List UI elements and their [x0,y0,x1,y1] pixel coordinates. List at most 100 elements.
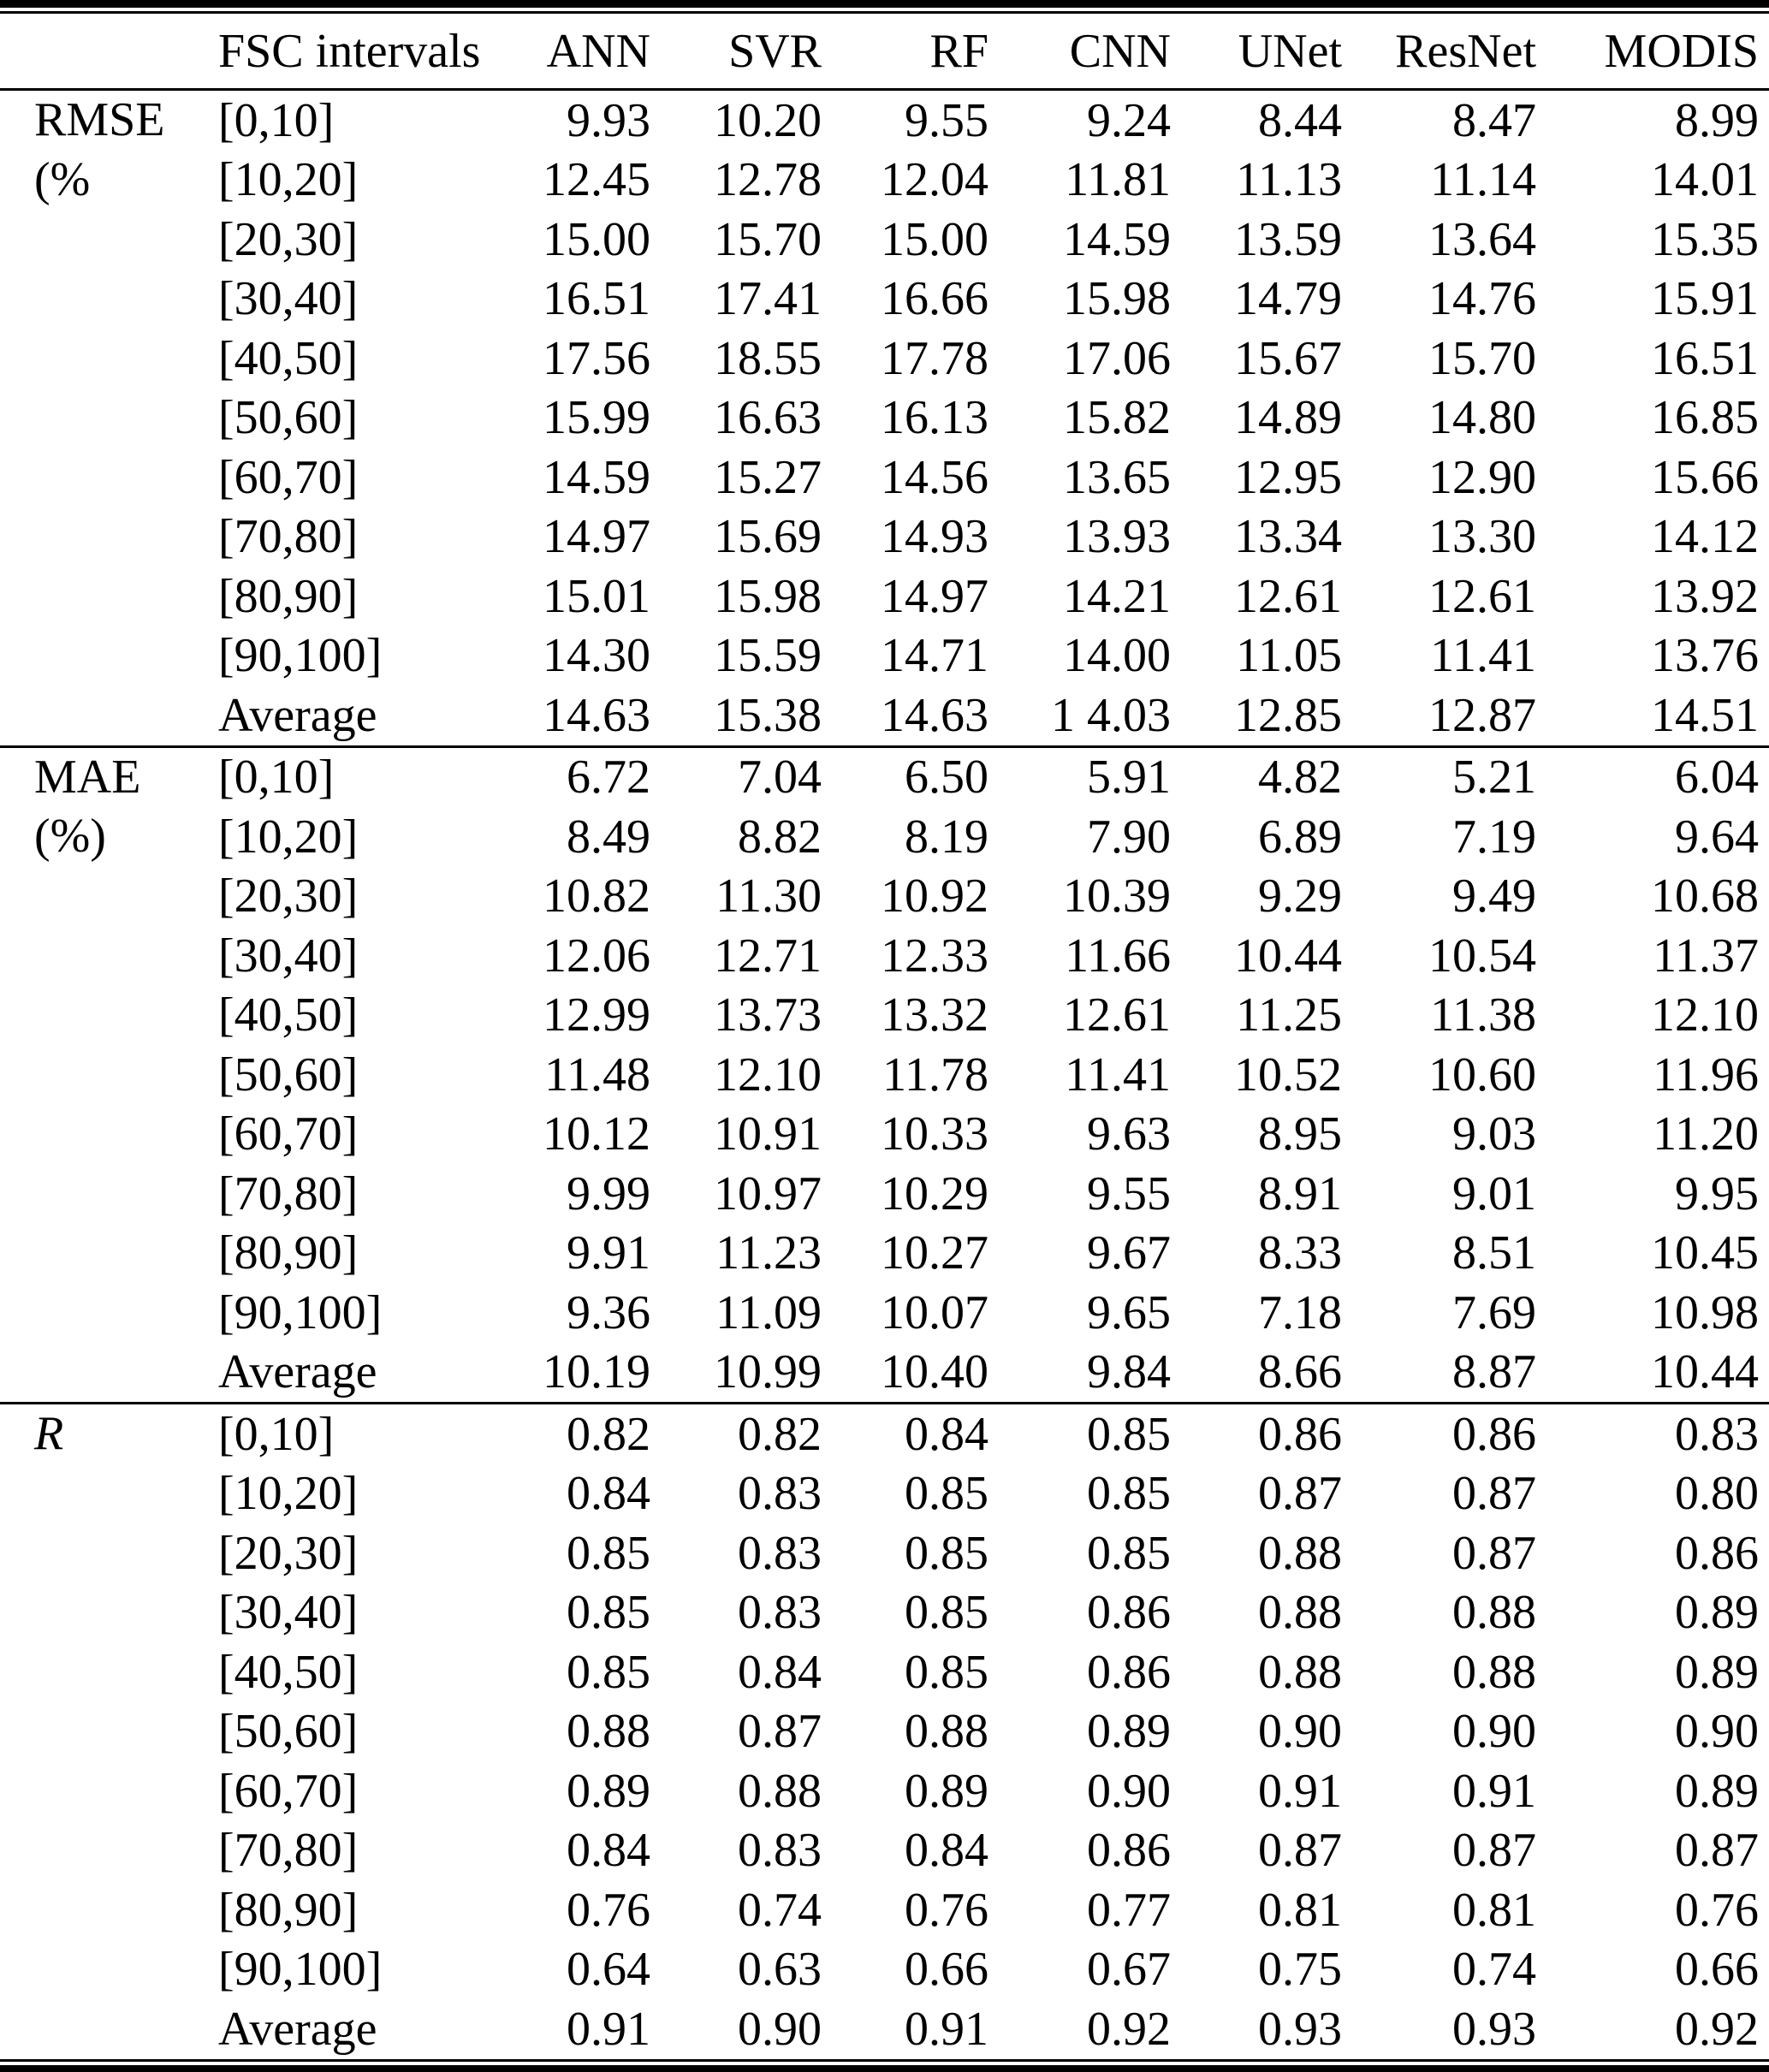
value-cell-svr: 15.69 [714,510,822,564]
column-header-modis: MODIS [1604,24,1759,78]
value-cell-unet: 0.81 [1258,1883,1342,1937]
value-cell-cnn: 0.86 [1087,1645,1171,1699]
value-cell-ann: 9.36 [567,1285,650,1339]
table-row: [70,80] 9.99 10.97 10.29 9.55 8.91 9.01 9.95 [0,1164,1769,1224]
table-row: [30,40] 0.85 0.83 0.85 0.86 0.88 0.88 0.89 [0,1583,1769,1643]
value-cell-svr: 8.82 [738,810,822,864]
table-row: [90,100] 14.30 15.59 14.71 14.00 11.05 11.41 13… [0,626,1769,686]
value-cell-rf: 8.19 [905,810,988,864]
metric-label-line: MAE [34,750,141,804]
value-cell-modis: 10.44 [1651,1345,1759,1399]
value-cell-cnn: 14.00 [1063,629,1171,683]
metric-label-mae: MAE (%) [0,746,184,1404]
value-cell-unet: 8.95 [1258,1107,1342,1161]
value-cell-resnet: 0.87 [1452,1526,1536,1580]
value-cell-unet: 8.91 [1258,1167,1342,1220]
value-cell-rf: 0.85 [905,1586,988,1640]
value-cell-rf: 10.27 [881,1226,988,1280]
interval-cell: [60,70] [218,1107,359,1161]
value-cell-resnet: 10.54 [1428,929,1536,983]
value-cell-unet: 14.89 [1234,391,1342,445]
interval-cell: [30,40] [218,272,359,326]
table-row: [50,60] 15.99 16.63 16.13 15.82 14.89 14.80 16.… [0,389,1769,448]
value-cell-modis: 13.76 [1651,629,1759,683]
value-cell-svr: 12.10 [714,1048,822,1101]
value-cell-unet: 0.90 [1258,1705,1342,1759]
interval-cell: [60,70] [218,1764,359,1818]
table-row: [90,100] 9.36 11.09 10.07 9.65 7.18 7.69 10.98 [0,1283,1769,1343]
value-cell-modis: 0.90 [1675,1705,1759,1759]
value-cell-modis: 0.66 [1675,1943,1759,1997]
top-thin-rule [0,11,1769,14]
interval-cell: [0,10] [218,1407,335,1461]
value-cell-ann: 0.64 [567,1943,650,1997]
value-cell-rf: 10.33 [881,1107,988,1161]
table-row: [20,30] 0.85 0.83 0.85 0.85 0.88 0.87 0.86 [0,1523,1769,1583]
value-cell-unet: 0.88 [1258,1645,1342,1699]
interval-cell: [50,60] [218,1705,359,1759]
column-header-ann: ANN [546,24,650,78]
value-cell-cnn: 0.67 [1087,1943,1171,1997]
table-row: [10,20] 12.45 12.78 12.04 11.81 11.13 11.14 14.… [0,151,1769,211]
value-cell-rf: 16.66 [881,272,988,326]
value-cell-unet: 11.25 [1236,989,1342,1042]
interval-cell: [50,60] [218,391,359,445]
table-row: [20,30] 15.00 15.70 15.00 14.59 13.59 13.64 15.… [0,210,1769,270]
value-cell-rf: 0.89 [905,1764,988,1818]
value-cell-unet: 10.44 [1234,929,1342,983]
value-cell-rf: 14.97 [881,569,988,623]
value-cell-svr: 0.63 [738,1943,822,1997]
value-cell-cnn: 0.85 [1087,1467,1171,1521]
value-cell-resnet: 12.87 [1428,688,1536,742]
value-cell-svr: 0.74 [738,1883,822,1937]
value-cell-rf: 16.13 [881,391,988,445]
value-cell-ann: 0.85 [567,1586,650,1640]
metric-label-line: (% [34,152,91,206]
value-cell-unet: 12.85 [1234,688,1342,742]
table-row: [40,50] 17.56 18.55 17.78 17.06 15.67 15.70 16.… [0,329,1769,389]
value-cell-modis: 11.37 [1653,929,1759,983]
value-cell-rf: 0.85 [905,1526,988,1580]
value-cell-ann: 15.01 [543,569,650,623]
interval-cell: [0,10] [218,93,335,147]
value-cell-resnet: 14.76 [1428,272,1536,326]
value-cell-ann: 0.88 [567,1705,650,1759]
value-cell-resnet: 11.38 [1430,989,1536,1042]
value-cell-svr: 17.41 [714,272,822,326]
value-cell-resnet: 13.30 [1428,510,1536,564]
value-cell-ann: 0.82 [567,1407,650,1461]
value-cell-resnet: 5.21 [1452,751,1536,804]
value-cell-svr: 11.23 [715,1226,822,1280]
value-cell-cnn: 9.84 [1087,1345,1171,1399]
column-header-rf: RF [929,24,989,78]
value-cell-modis: 12.10 [1651,989,1759,1042]
value-cell-rf: 14.71 [881,629,988,683]
value-cell-cnn: 11.66 [1065,929,1171,983]
value-cell-unet: 7.18 [1258,1285,1342,1339]
value-cell-rf: 10.92 [881,870,988,923]
metrics-table: FSC intervals ANN SVR RF CNN UNet ResNet MODIS … [0,14,1769,2059]
value-cell-cnn: 10.39 [1063,870,1171,923]
metric-label-line: RMSE [34,93,165,146]
value-cell-unet: 4.82 [1258,751,1342,804]
value-cell-cnn: 0.86 [1087,1824,1171,1878]
table-row: MAE (%) [0,10] 6.72 7.04 6.50 5.91 4.82 5.21 6.04 [0,746,1769,864]
column-header-unet: UNet [1238,24,1342,78]
value-cell-rf: 0.91 [905,2002,988,2056]
interval-cell: [10,20] [218,153,359,207]
value-cell-svr: 16.63 [714,391,822,445]
interval-cell: [40,50] [218,989,359,1042]
value-cell-unet: 11.05 [1236,629,1342,683]
value-cell-svr: 0.83 [738,1586,822,1640]
value-cell-modis: 8.99 [1675,93,1759,147]
value-cell-ann: 12.45 [543,153,650,207]
table-row: [70,80] 0.84 0.83 0.84 0.86 0.87 0.87 0.87 [0,1821,1769,1881]
value-cell-svr: 11.30 [715,870,822,923]
value-cell-resnet: 0.88 [1452,1645,1536,1699]
value-cell-ann: 14.97 [543,510,650,564]
value-cell-cnn: 1 4.03 [1051,688,1171,742]
value-cell-rf: 15.00 [881,212,988,266]
value-cell-modis: 0.80 [1675,1467,1759,1521]
interval-cell: [80,90] [218,1226,359,1280]
value-cell-cnn: 0.86 [1087,1586,1171,1640]
